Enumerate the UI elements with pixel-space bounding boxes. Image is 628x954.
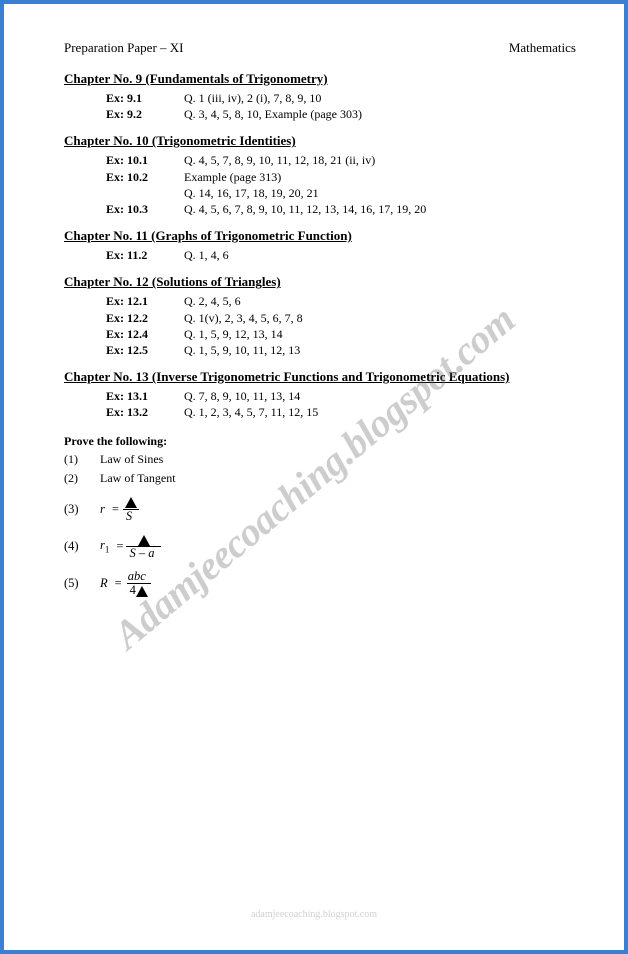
ex-row: Ex: 12.5Q. 1, 5, 9, 10, 11, 12, 13	[106, 342, 576, 358]
den-text: S – a	[129, 546, 154, 560]
ex-content: Q. 1, 2, 3, 4, 5, 7, 11, 12, 15	[184, 404, 576, 420]
ex-label: Ex: 11.2	[106, 247, 184, 263]
prove-text: Law of Sines	[100, 451, 576, 467]
formula-var: R	[100, 576, 108, 591]
ex-row: Ex: 13.2Q. 1, 2, 3, 4, 5, 7, 11, 12, 15	[106, 404, 576, 420]
prove-num: (1)	[64, 451, 100, 467]
ex-content: Q. 1, 5, 9, 12, 13, 14	[184, 326, 576, 342]
fraction: S – a	[126, 533, 161, 560]
ex-label: Ex: 13.2	[106, 404, 184, 420]
fraction: S	[122, 496, 140, 523]
ex-label: Ex: 9.2	[106, 106, 184, 122]
chapter-13: Chapter No. 13 (Inverse Trigonometric Fu…	[64, 368, 576, 386]
prove-title: Prove the following:	[64, 434, 576, 449]
prove-text: Law of Tangent	[100, 470, 576, 486]
ex-content: Q. 1, 5, 9, 10, 11, 12, 13	[184, 342, 576, 358]
ex-row: Ex: 10.3Q. 4, 5, 6, 7, 8, 9, 10, 11, 12,…	[106, 201, 576, 217]
numerator	[122, 496, 140, 509]
chapter-10: Chapter No. 10 (Trigonometric Identities…	[64, 132, 576, 150]
ex-row: Q. 14, 16, 17, 18, 19, 20, 21	[106, 185, 576, 201]
chapter-11: Chapter No. 11 (Graphs of Trigonometric …	[64, 227, 576, 245]
ex-label: Ex: 12.2	[106, 310, 184, 326]
triangle-icon	[136, 586, 148, 597]
ex-content: Q. 2, 4, 5, 6	[184, 293, 576, 309]
formula-var: r1	[100, 538, 109, 555]
equals-sign: =	[116, 539, 123, 554]
ex-label	[106, 185, 184, 201]
numerator: abc	[125, 570, 149, 583]
ex-row: Ex: 11.2Q. 1, 4, 6	[106, 247, 576, 263]
prove-num: (2)	[64, 470, 100, 486]
ex-label: Ex: 9.1	[106, 90, 184, 106]
prove-num: (5)	[64, 576, 100, 591]
ex-label: Ex: 13.1	[106, 388, 184, 404]
ex-label: Ex: 10.2	[106, 169, 184, 185]
denominator: 4	[127, 583, 151, 597]
ex-row: Ex: 9.2Q. 3, 4, 5, 8, 10, Example (page …	[106, 106, 576, 122]
triangle-icon	[125, 497, 137, 508]
formula-var: r	[100, 502, 105, 517]
chapter-title: Chapter No. 11 (Graphs of Trigonometric …	[64, 228, 352, 243]
ex-row: Ex: 9.1Q. 1 (iii, iv), 2 (i), 7, 8, 9, 1…	[106, 90, 576, 106]
footer-watermark: adamjeecoaching.blogspot.com	[12, 909, 616, 920]
ex-label: Ex: 12.5	[106, 342, 184, 358]
ex-content: Q. 1 (iii, iv), 2 (i), 7, 8, 9, 10	[184, 90, 576, 106]
ex-content: Q. 3, 4, 5, 8, 10, Example (page 303)	[184, 106, 576, 122]
prove-num: (3)	[64, 502, 100, 517]
ex-row: Ex: 10.1Q. 4, 5, 7, 8, 9, 10, 11, 12, 18…	[106, 152, 576, 168]
prove-num: (4)	[64, 539, 100, 554]
chapter-title: Chapter No. 13 (Inverse Trigonometric Fu…	[64, 369, 510, 384]
ex-content: Q. 7, 8, 9, 10, 11, 13, 14	[184, 388, 576, 404]
ex-row: Ex: 13.1Q. 7, 8, 9, 10, 11, 13, 14	[106, 388, 576, 404]
ex-content: Q. 4, 5, 6, 7, 8, 9, 10, 11, 12, 13, 14,…	[184, 201, 576, 217]
ex-label: Ex: 12.4	[106, 326, 184, 342]
header-left: Preparation Paper – XI	[64, 40, 184, 56]
prove-item: (2)Law of Tangent	[64, 470, 576, 486]
header: Preparation Paper – XI Mathematics	[64, 40, 576, 56]
ex-label: Ex: 10.3	[106, 201, 184, 217]
fraction: abc 4	[125, 570, 153, 597]
ex-content: Q. 14, 16, 17, 18, 19, 20, 21	[184, 185, 576, 201]
ex-content: Q. 1(v), 2, 3, 4, 5, 6, 7, 8	[184, 310, 576, 326]
prove-item: (1)Law of Sines	[64, 451, 576, 467]
chapter-title: Chapter No. 12 (Solutions of Triangles)	[64, 274, 281, 289]
equals-sign: =	[112, 502, 119, 517]
formula-4: (4) r1 = S – a	[64, 533, 576, 560]
ex-row: Ex: 12.1Q. 2, 4, 5, 6	[106, 293, 576, 309]
ex-label: Ex: 12.1	[106, 293, 184, 309]
chapter-title: Chapter No. 10 (Trigonometric Identities…	[64, 133, 296, 148]
ex-row: Ex: 10.2Example (page 313)	[106, 169, 576, 185]
den-text: S	[126, 509, 132, 523]
chapter-9: Chapter No. 9 (Fundamentals of Trigonome…	[64, 70, 576, 88]
ex-content: Example (page 313)	[184, 169, 576, 185]
ex-row: Ex: 12.2Q. 1(v), 2, 3, 4, 5, 6, 7, 8	[106, 310, 576, 326]
ex-content: Q. 4, 5, 7, 8, 9, 10, 11, 12, 18, 21 (ii…	[184, 152, 576, 168]
denominator: S – a	[126, 546, 161, 560]
header-right: Mathematics	[509, 40, 576, 56]
equals-sign: =	[115, 576, 122, 591]
formula-5: (5) R = abc 4	[64, 570, 576, 597]
formula-3: (3) r = S	[64, 496, 576, 523]
ex-row: Ex: 12.4Q. 1, 5, 9, 12, 13, 14	[106, 326, 576, 342]
ex-label: Ex: 10.1	[106, 152, 184, 168]
numerator	[135, 533, 153, 546]
chapter-title: Chapter No. 9 (Fundamentals of Trigonome…	[64, 71, 328, 86]
triangle-icon	[138, 535, 150, 546]
ex-content: Q. 1, 4, 6	[184, 247, 576, 263]
page: Preparation Paper – XI Mathematics Chapt…	[12, 12, 616, 942]
chapter-12: Chapter No. 12 (Solutions of Triangles)	[64, 273, 576, 291]
denominator: S	[123, 509, 139, 523]
subscript: 1	[105, 545, 110, 555]
